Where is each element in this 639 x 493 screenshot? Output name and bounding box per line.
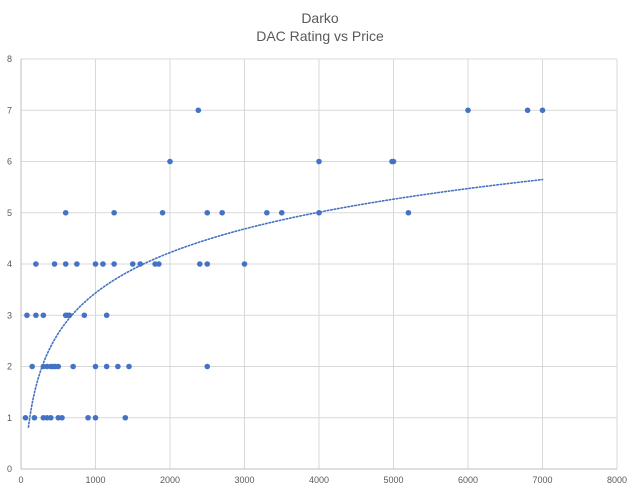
data-point [167,158,173,165]
data-point [62,261,69,267]
y-tick-label: 5 [7,208,12,218]
data-point [122,414,129,421]
data-point [24,312,30,319]
data-point [465,107,471,114]
data-point [51,261,58,267]
data-point [103,312,110,319]
data-points [22,107,546,421]
data-point [197,261,203,267]
data-point [103,363,110,370]
x-tick-label: 4000 [309,475,329,485]
y-tick-label: 8 [7,54,12,64]
tick-labels: 0 1000 2000 3000 4000 5000 6000 7000 8000 0 1 2 3 4 5 6… [7,54,627,485]
data-point [55,363,62,370]
trendline [27,178,544,428]
x-tick-label: 8000 [607,475,627,485]
y-tick-label: 3 [7,310,12,320]
y-tick-label: 1 [7,413,12,423]
trendline-layer [27,178,544,428]
y-tick-label: 7 [7,105,12,115]
x-tick-label: 0 [18,475,23,485]
data-point [31,414,38,421]
data-point [405,209,412,216]
x-tick-label: 1000 [85,475,105,485]
data-point [111,261,117,267]
chart-title: Darko [301,10,339,26]
data-point [204,363,211,370]
data-point [62,209,69,216]
data-point [126,363,132,370]
y-tick-label: 0 [7,464,12,474]
data-point [100,261,106,267]
x-tick-label: 7000 [532,475,552,485]
data-point [92,261,99,267]
data-point [241,261,248,267]
data-point [40,312,47,319]
data-point [278,209,285,216]
data-point [92,414,99,421]
chart-subtitle: DAC Rating vs Price [256,28,384,44]
data-point [219,209,225,216]
data-point [59,414,65,421]
data-point [48,414,54,421]
data-point [29,363,35,370]
y-tick-label: 2 [7,362,12,372]
x-tick-label: 5000 [383,475,403,485]
data-point [156,261,162,267]
data-point [92,363,99,370]
data-point [539,107,546,114]
x-tick-label: 6000 [458,475,478,485]
data-point [316,209,322,216]
data-point [81,312,88,319]
data-point [204,261,211,267]
data-point [195,107,202,114]
x-tick-label: 2000 [160,475,180,485]
data-point [204,209,211,216]
data-point [22,414,29,421]
data-point [159,209,166,216]
data-point [390,158,397,165]
gridlines [21,58,618,469]
data-point [66,312,73,319]
x-tick-label: 3000 [234,475,254,485]
data-point [524,107,531,114]
data-point [33,312,39,319]
data-point [115,363,121,370]
y-tick-label: 4 [7,259,12,269]
data-point [85,414,91,421]
data-point [74,261,80,267]
data-point [316,158,322,165]
data-point [137,261,143,267]
data-point [111,209,117,216]
data-point [129,261,136,267]
data-point [70,363,76,370]
data-point [33,261,39,267]
y-tick-label: 6 [7,157,12,167]
data-point [264,209,270,216]
axes [20,59,617,470]
